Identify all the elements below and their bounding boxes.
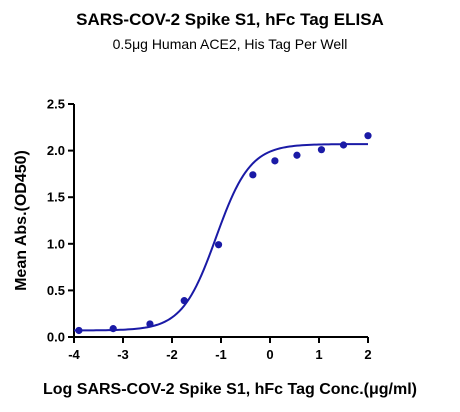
y-tick-label: 2.5 <box>47 97 65 112</box>
data-point <box>317 146 326 154</box>
data-point <box>364 132 372 140</box>
y-tick-label: 0.0 <box>47 330 65 345</box>
chart-subtitle: 0.5μg Human ACE2, His Tag Per Well <box>112 36 348 52</box>
data-point <box>214 241 223 249</box>
x-tick-label: -1 <box>215 347 227 362</box>
x-tick-label: -4 <box>68 347 80 362</box>
y-tick-label: 2.0 <box>47 143 65 158</box>
chart-title: SARS-COV-2 Spike S1, hFc Tag ELISA <box>76 10 384 29</box>
y-tick-label: 1.0 <box>47 236 65 251</box>
y-tick-label: 0.5 <box>47 283 65 298</box>
data-point <box>293 151 301 159</box>
y-tick-label: 1.5 <box>47 190 65 205</box>
x-tick-label: 1 <box>315 347 322 362</box>
y-axis-label: Mean Abs.(OD450) <box>13 150 30 291</box>
data-point <box>146 320 154 328</box>
x-ticks: -4 -3 -2 -1 0 1 2 <box>68 337 372 362</box>
x-tick-label: -2 <box>166 347 178 362</box>
data-point <box>75 326 83 335</box>
data-point <box>339 141 348 149</box>
x-tick-label: 2 <box>364 347 371 362</box>
data-points <box>75 132 372 335</box>
data-point <box>249 171 257 179</box>
x-axis-label: Log SARS-COV-2 Spike S1, hFc Tag Conc.(μ… <box>43 381 417 398</box>
x-tick-label: 0 <box>266 347 273 362</box>
y-ticks: 0.0 0.5 1.0 1.5 2.0 2.5 <box>47 97 74 345</box>
fit-curve <box>73 143 368 332</box>
data-point <box>271 157 279 165</box>
data-point <box>109 325 117 333</box>
data-point <box>180 297 188 305</box>
x-tick-label: -3 <box>117 347 129 362</box>
